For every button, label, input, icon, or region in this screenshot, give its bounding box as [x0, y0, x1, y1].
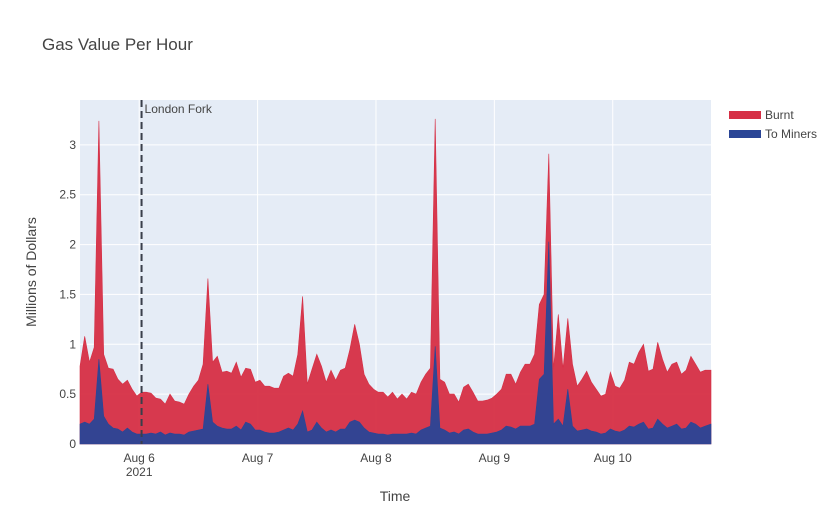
y-tick-label: 0 [69, 437, 76, 451]
y-tick-label: 0.5 [59, 387, 76, 401]
area-to-miners [79, 241, 712, 445]
legend-label: To Miners [765, 127, 817, 141]
y-tick-label: 2.5 [59, 188, 76, 202]
y-tick-label: 2 [69, 238, 76, 252]
annotation-label: London Fork [145, 102, 213, 116]
x-tick-label: Aug 6 [124, 451, 156, 465]
y-axis: 0 0.5 1 1.5 2 2.5 3 [59, 138, 76, 451]
legend-label: Burnt [765, 108, 794, 122]
y-tick-label: 3 [69, 138, 76, 152]
x-tick-label: Aug 10 [594, 451, 632, 465]
area-series [79, 118, 712, 445]
legend-item-burnt[interactable]: Burnt [729, 108, 794, 122]
legend-item-to-miners[interactable]: To Miners [729, 127, 817, 141]
x-year-label: 2021 [126, 465, 153, 479]
legend-swatch [729, 111, 761, 119]
x-tick-label: Aug 8 [360, 451, 392, 465]
x-tick-label: Aug 7 [242, 451, 274, 465]
plot-background [80, 100, 711, 444]
x-axis-title: Time [380, 488, 411, 504]
legend-swatch [729, 130, 761, 138]
y-axis-title: Millions of Dollars [23, 217, 39, 327]
x-tick-label: Aug 9 [479, 451, 511, 465]
x-axis: Aug 6 Aug 7 Aug 8 Aug 9 Aug 10 2021 [124, 451, 633, 479]
y-tick-label: 1 [69, 337, 76, 351]
area-burnt [79, 118, 712, 445]
chart-title: Gas Value Per Hour [42, 35, 193, 54]
annotations: London Fork [140, 100, 213, 444]
legend[interactable]: Burnt To Miners [729, 108, 817, 141]
y-tick-label: 1.5 [59, 287, 76, 301]
